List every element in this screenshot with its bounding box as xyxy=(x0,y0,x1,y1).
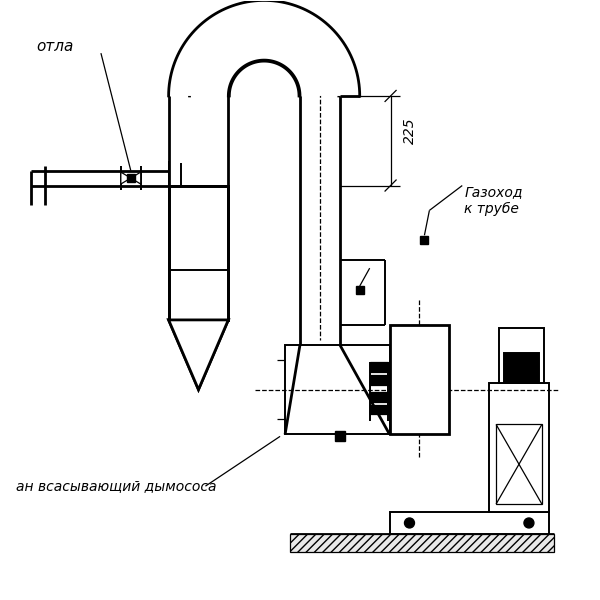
Bar xyxy=(290,534,554,552)
Bar xyxy=(389,325,449,434)
Text: Газоход
к трубе: Газоход к трубе xyxy=(464,185,523,215)
Bar xyxy=(335,431,345,442)
Polygon shape xyxy=(121,172,131,184)
Circle shape xyxy=(524,518,534,528)
Bar xyxy=(389,512,549,534)
Bar xyxy=(169,185,229,320)
Polygon shape xyxy=(169,1,360,96)
Bar xyxy=(285,345,389,434)
Bar xyxy=(356,286,364,294)
Bar xyxy=(489,383,549,512)
Circle shape xyxy=(404,518,415,528)
Bar xyxy=(370,362,388,371)
Bar xyxy=(496,424,542,504)
Bar xyxy=(169,185,229,320)
Text: ан всасывающий дымососа: ан всасывающий дымососа xyxy=(16,479,217,493)
Bar xyxy=(499,328,544,383)
Bar xyxy=(370,374,388,385)
Bar xyxy=(370,404,388,415)
Bar xyxy=(421,236,428,244)
Polygon shape xyxy=(131,172,141,184)
Bar xyxy=(370,392,388,401)
Bar xyxy=(504,353,539,383)
Text: отла: отла xyxy=(36,38,74,53)
Bar xyxy=(127,174,135,182)
Text: 225: 225 xyxy=(403,118,416,144)
Polygon shape xyxy=(169,320,229,389)
